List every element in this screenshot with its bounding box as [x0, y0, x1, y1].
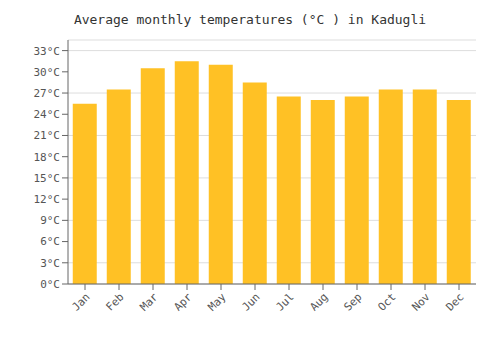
- svg-text:30°C: 30°C: [34, 66, 61, 79]
- svg-text:Jul: Jul: [273, 290, 296, 313]
- svg-text:Apr: Apr: [171, 290, 195, 314]
- svg-text:Aug: Aug: [307, 290, 330, 313]
- svg-text:Nov: Nov: [409, 290, 433, 314]
- svg-text:6°C: 6°C: [40, 235, 60, 248]
- svg-text:33°C: 33°C: [34, 45, 61, 58]
- svg-text:24°C: 24°C: [34, 108, 61, 121]
- svg-text:May: May: [205, 290, 229, 314]
- svg-text:27°C: 27°C: [34, 87, 61, 100]
- svg-text:Oct: Oct: [375, 290, 398, 313]
- svg-text:Dec: Dec: [443, 290, 466, 313]
- svg-text:Jun: Jun: [239, 290, 262, 313]
- svg-text:Mar: Mar: [137, 290, 161, 314]
- svg-text:3°C: 3°C: [40, 257, 60, 270]
- svg-text:12°C: 12°C: [34, 193, 61, 206]
- svg-text:Feb: Feb: [103, 290, 126, 313]
- svg-text:18°C: 18°C: [34, 151, 61, 164]
- svg-text:9°C: 9°C: [40, 214, 60, 227]
- svg-text:Jan: Jan: [69, 290, 92, 313]
- svg-text:0°C: 0°C: [40, 278, 60, 291]
- html-text:Average monthly temperatures (: Average monthly temperatures (°C ) in Ka…: [73, 12, 427, 27]
- svg-text:21°C: 21°C: [34, 129, 61, 142]
- svg-text:Sep: Sep: [341, 290, 364, 313]
- svg-text:15°C: 15°C: [34, 172, 61, 185]
